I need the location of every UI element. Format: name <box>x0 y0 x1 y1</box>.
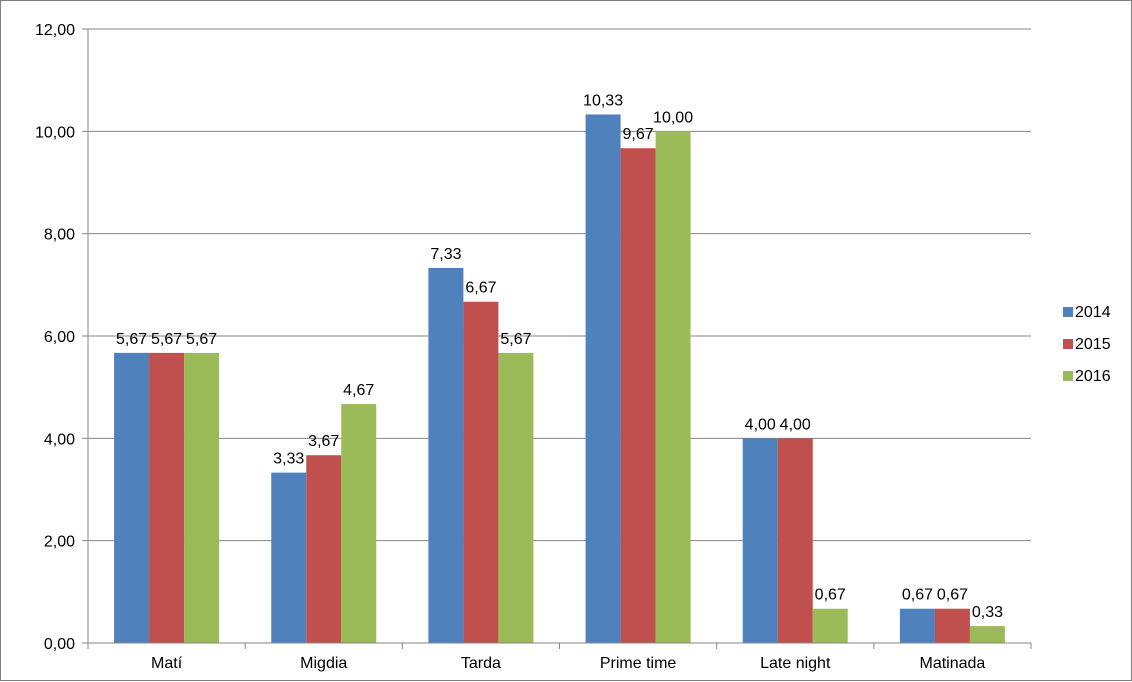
legend-label: 2015 <box>1075 336 1111 353</box>
data-label: 10,33 <box>583 92 623 109</box>
bar-2015-4 <box>777 438 813 643</box>
legend-swatch-2015 <box>1063 339 1073 349</box>
bar-2015-1 <box>306 455 342 643</box>
bar-2016-0 <box>184 352 220 643</box>
bar-2015-0 <box>149 352 185 643</box>
y-tick-label: 4,00 <box>44 431 75 448</box>
data-label: 3,33 <box>273 451 304 468</box>
legend-label: 2016 <box>1075 368 1111 385</box>
data-label: 3,67 <box>308 433 339 450</box>
legend-swatch-2016 <box>1063 371 1073 381</box>
data-label: 9,67 <box>623 126 654 143</box>
bar-2014-2 <box>428 267 464 643</box>
data-label: 0,33 <box>972 604 1003 621</box>
bar-2016-4 <box>812 608 848 643</box>
bar-2014-3 <box>585 114 621 643</box>
gridlines <box>88 28 1031 542</box>
data-label: 0,67 <box>902 587 933 604</box>
data-label: 5,67 <box>500 331 531 348</box>
data-label: 7,33 <box>430 246 461 263</box>
legend: 2014 2015 2016 <box>1063 304 1111 385</box>
bar-2015-3 <box>620 148 656 644</box>
x-tick-label: Migdia <box>300 655 347 672</box>
bar-2014-0 <box>114 352 150 643</box>
data-label: 6,67 <box>465 280 496 297</box>
legend-swatch-2014 <box>1063 307 1073 317</box>
data-label: 4,67 <box>343 382 374 399</box>
data-label: 5,67 <box>116 331 147 348</box>
y-tick-label: 8,00 <box>44 227 75 244</box>
bar-2016-5 <box>969 626 1005 643</box>
y-tick-label: 0,00 <box>44 636 75 653</box>
x-tick-label: Prime time <box>600 655 677 672</box>
bar-2014-1 <box>271 472 307 643</box>
y-tick-label: 6,00 <box>44 329 75 346</box>
axes: 0,00 2,00 4,00 6,00 8,00 10,00 12,00 Matí Migdia… <box>35 22 1032 672</box>
bar-2015-2 <box>463 301 499 643</box>
bar-2014-5 <box>899 608 935 643</box>
x-tick-label: Late night <box>760 655 831 672</box>
data-label: 5,67 <box>186 331 217 348</box>
data-label: 5,67 <box>151 331 182 348</box>
y-tick-label: 2,00 <box>44 534 75 551</box>
bar-2014-4 <box>742 438 778 643</box>
bar-2015-5 <box>934 608 970 643</box>
legend-label: 2014 <box>1075 304 1111 321</box>
bar-2016-2 <box>498 352 534 643</box>
y-tick-label: 12,00 <box>35 22 75 39</box>
bars <box>114 114 1005 644</box>
data-label: 4,00 <box>780 416 811 433</box>
x-tick-label: Tarda <box>461 655 501 672</box>
data-label: 0,67 <box>937 587 968 604</box>
x-tick-label: Matinada <box>920 655 986 672</box>
data-label: 10,00 <box>653 109 693 126</box>
data-labels: 5,67 5,67 5,673,333,674,677,336,675,6710,3… <box>116 92 1003 621</box>
bar-2016-3 <box>655 131 691 644</box>
bar-2016-1 <box>341 404 377 643</box>
y-tick-label: 10,00 <box>35 124 75 141</box>
data-label: 0,67 <box>815 587 846 604</box>
x-tick-label: Matí <box>151 655 183 672</box>
data-label: 4,00 <box>745 416 776 433</box>
